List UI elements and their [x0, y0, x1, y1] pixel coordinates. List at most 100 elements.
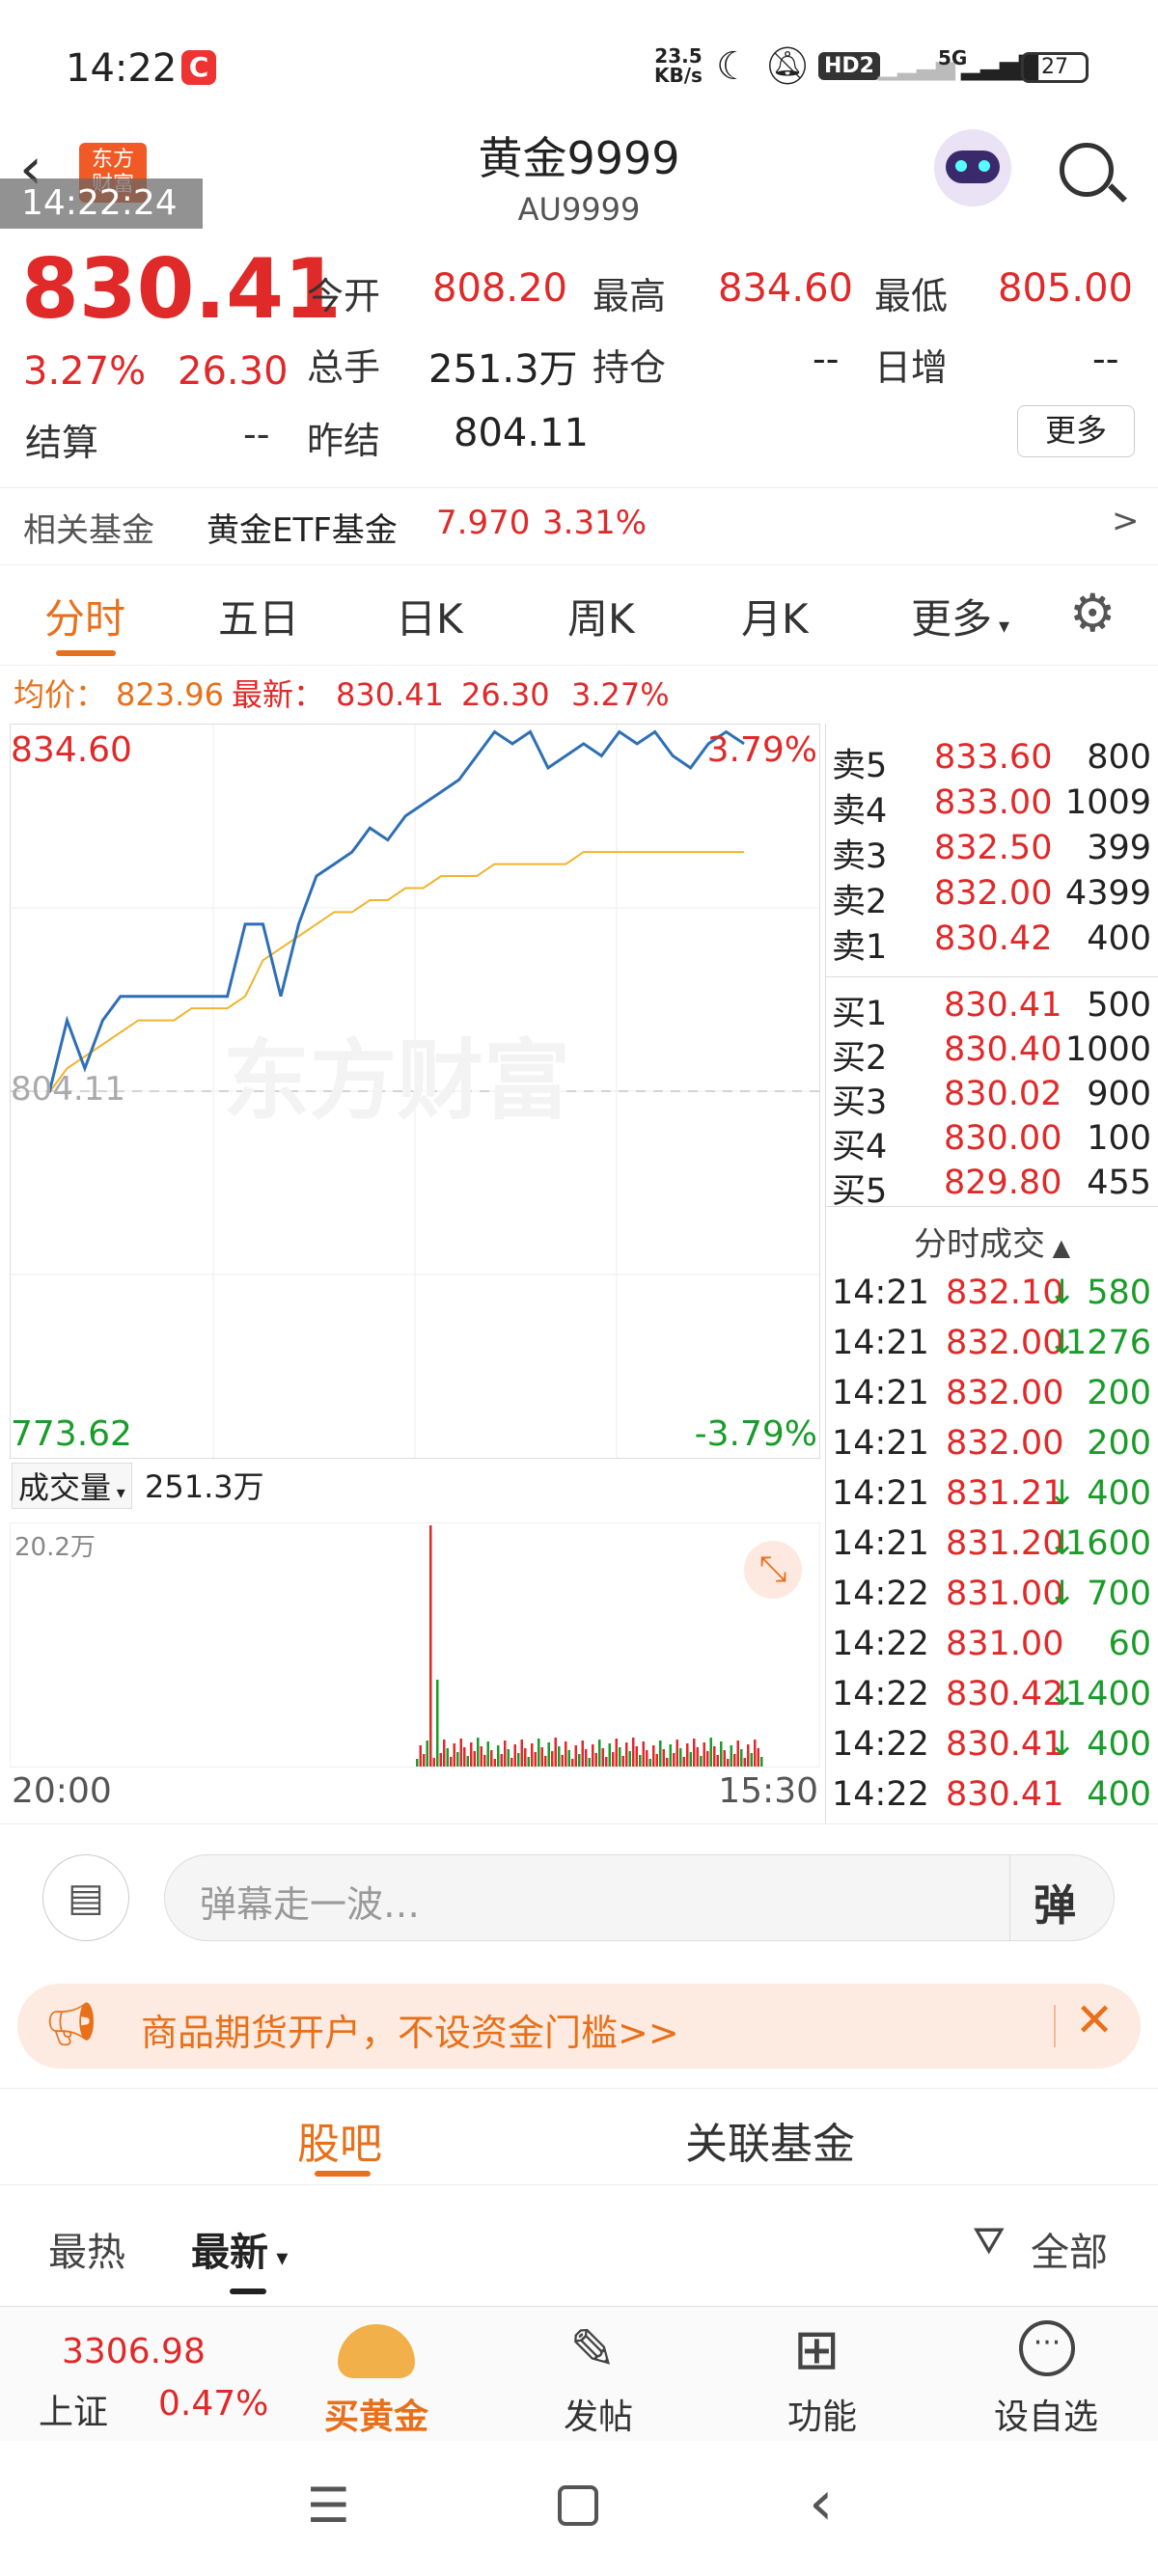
- bid-volume: 455: [1087, 1164, 1151, 1202]
- pct-bottom-label: -3.79%: [694, 1414, 817, 1454]
- tab-guba[interactable]: 股吧: [297, 2120, 382, 2169]
- status-bar: 14:22 C 23.5 KB/s ☾ 🔕︎ HD2 ▁▂▃▅ 5G ▂▃▅▇ 2…: [0, 0, 1158, 135]
- ask-row: 卖4 833.00 1009: [830, 783, 1153, 831]
- bid-level: 买4: [832, 1128, 888, 1166]
- low-value: 805.00: [998, 266, 1133, 311]
- danmu-toggle-icon[interactable]: 弹: [1034, 1881, 1076, 1931]
- volume-bar: [517, 1753, 520, 1767]
- volume-bar: [473, 1751, 476, 1767]
- tab-related-funds[interactable]: 关联基金: [685, 2120, 855, 2169]
- system-nav-bar: ☰ ‹: [0, 2441, 1158, 2576]
- trade-time: 14:22: [832, 1575, 929, 1613]
- close-icon[interactable]: ✕: [1075, 1993, 1115, 2047]
- intraday-chart[interactable]: 东方财富 834.60 804.11 773.62 3.79% -3.79%: [10, 724, 820, 1459]
- trade-price: 830.41: [946, 1725, 1064, 1764]
- settings-gear-icon[interactable]: ⚙: [1069, 583, 1117, 644]
- volume-bar: [648, 1759, 651, 1767]
- mute-bell-icon: 🔕︎: [764, 44, 812, 87]
- chart-tabs: 分时 五日 日K 周K 月K 更多 ▾ ⚙: [0, 564, 1158, 666]
- open-value: 808.20: [432, 266, 567, 311]
- expand-icon[interactable]: ⤡: [744, 1541, 802, 1599]
- volume-bar: [723, 1750, 726, 1767]
- timestamp-overlay: 14:22:24: [0, 178, 203, 229]
- tab-five-day[interactable]: 五日: [218, 595, 300, 643]
- megaphone-icon: 📢︎: [44, 2000, 98, 2049]
- tab-intraday[interactable]: 分时: [44, 595, 126, 643]
- trade-row: 14:21 832.10 ↓ 580: [830, 1274, 1153, 1322]
- avg-price-line: [48, 851, 744, 1093]
- trade-direction: ↓: [1048, 1675, 1077, 1713]
- volume-bar: [571, 1759, 574, 1767]
- volume-bar: [490, 1750, 493, 1767]
- volume-bar: [743, 1758, 746, 1767]
- trade-price: 831.00: [946, 1625, 1064, 1663]
- filter-all[interactable]: 全部: [1031, 2231, 1108, 2275]
- trade-direction: ↓: [1048, 1725, 1077, 1764]
- home-icon[interactable]: [558, 2485, 598, 2526]
- filter-funnel-icon[interactable]: ⛛: [973, 2219, 1006, 2263]
- volume-bar: [720, 1741, 723, 1767]
- network-type: 5G: [938, 46, 968, 69]
- volume-bar: [567, 1750, 570, 1767]
- chart-grid: [11, 725, 819, 1458]
- open-interest-value: --: [813, 338, 840, 380]
- more-button[interactable]: 更多: [1017, 405, 1135, 457]
- danmu-placeholder[interactable]: 弹幕走一波…: [200, 1883, 421, 1926]
- menu-icon[interactable]: ☰: [307, 2478, 350, 2534]
- index-pct: 0.47%: [158, 2384, 269, 2424]
- bid-row: 买3 830.02 900: [830, 1075, 1153, 1122]
- tab-daily-k[interactable]: 日K: [396, 595, 463, 643]
- volume-bar: [706, 1751, 709, 1767]
- volume-bar: [561, 1755, 564, 1767]
- volume-bar: [696, 1747, 699, 1767]
- trade-volume: 200: [1087, 1424, 1151, 1463]
- sort-latest[interactable]: 最新 ▾: [191, 2231, 289, 2275]
- trade-time: 14:21: [832, 1374, 929, 1412]
- volume-bar: [628, 1751, 631, 1767]
- y-max-label: 834.60: [11, 730, 132, 770]
- daily-increase-value: --: [1092, 338, 1119, 380]
- open-interest-label: 持仓: [593, 346, 667, 389]
- volume-bar: [740, 1749, 743, 1767]
- bid-level: 买2: [832, 1039, 888, 1078]
- trade-time: 14:22: [832, 1725, 929, 1764]
- volume-bar: [456, 1752, 459, 1767]
- instrument-code: AU9999: [517, 191, 641, 228]
- trade-row: 14:21 831.21 ↓ 400: [830, 1474, 1153, 1522]
- related-fund-bar[interactable]: 相关基金 黄金ETF基金 7.970 3.31% >: [0, 487, 1158, 564]
- search-icon[interactable]: [1060, 143, 1127, 203]
- trade-volume: 400: [1087, 1725, 1151, 1764]
- volume-bar: [716, 1755, 719, 1767]
- back-nav-icon[interactable]: ‹: [809, 2468, 834, 2539]
- settle-value: --: [243, 413, 270, 455]
- volume-bar: [619, 1747, 621, 1767]
- ask-level: 卖5: [832, 747, 888, 785]
- volume-bar: [693, 1739, 696, 1767]
- danmu-input-box[interactable]: 弹幕走一波… 弹: [164, 1854, 1115, 1942]
- comment-list-icon[interactable]: ▤: [42, 1854, 129, 1941]
- ask-volume: 4399: [1064, 874, 1151, 913]
- trade-time: 14:21: [832, 1524, 929, 1563]
- tab-more[interactable]: 更多 ▾: [911, 595, 1010, 643]
- volume-bar: [493, 1759, 496, 1767]
- volume-bar: [588, 1758, 591, 1767]
- tab-monthly-k[interactable]: 月K: [741, 595, 809, 643]
- promo-banner[interactable]: 📢︎ 商品期货开户，不设资金门槛>> ✕: [17, 1984, 1141, 2069]
- tab-weekly-k[interactable]: 周K: [567, 595, 635, 643]
- volume-bar: [459, 1739, 462, 1767]
- sort-hot[interactable]: 最热: [48, 2231, 125, 2275]
- status-time: 14:22: [66, 46, 178, 91]
- trades-title[interactable]: 分时成交 ▲: [913, 1225, 1071, 1264]
- trade-direction: ↓: [1048, 1474, 1077, 1513]
- trade-price: 832.10: [946, 1274, 1064, 1312]
- promo-text[interactable]: 商品期货开户，不设资金门槛>>: [141, 2012, 679, 2054]
- assistant-robot-icon[interactable]: [934, 129, 1011, 206]
- change-amount: 26.30: [178, 349, 289, 394]
- volume-indicator-select[interactable]: 成交量 ▾: [12, 1463, 132, 1509]
- chevron-right-icon: >: [1112, 502, 1140, 540]
- y-mid-label: 804.11: [11, 1070, 125, 1109]
- bid-row: 买2 830.40 1000: [830, 1030, 1153, 1078]
- volume-bar: [646, 1750, 648, 1767]
- bid-volume: 900: [1087, 1075, 1151, 1113]
- volume-chart: 20.2万 ⤡: [10, 1522, 820, 1768]
